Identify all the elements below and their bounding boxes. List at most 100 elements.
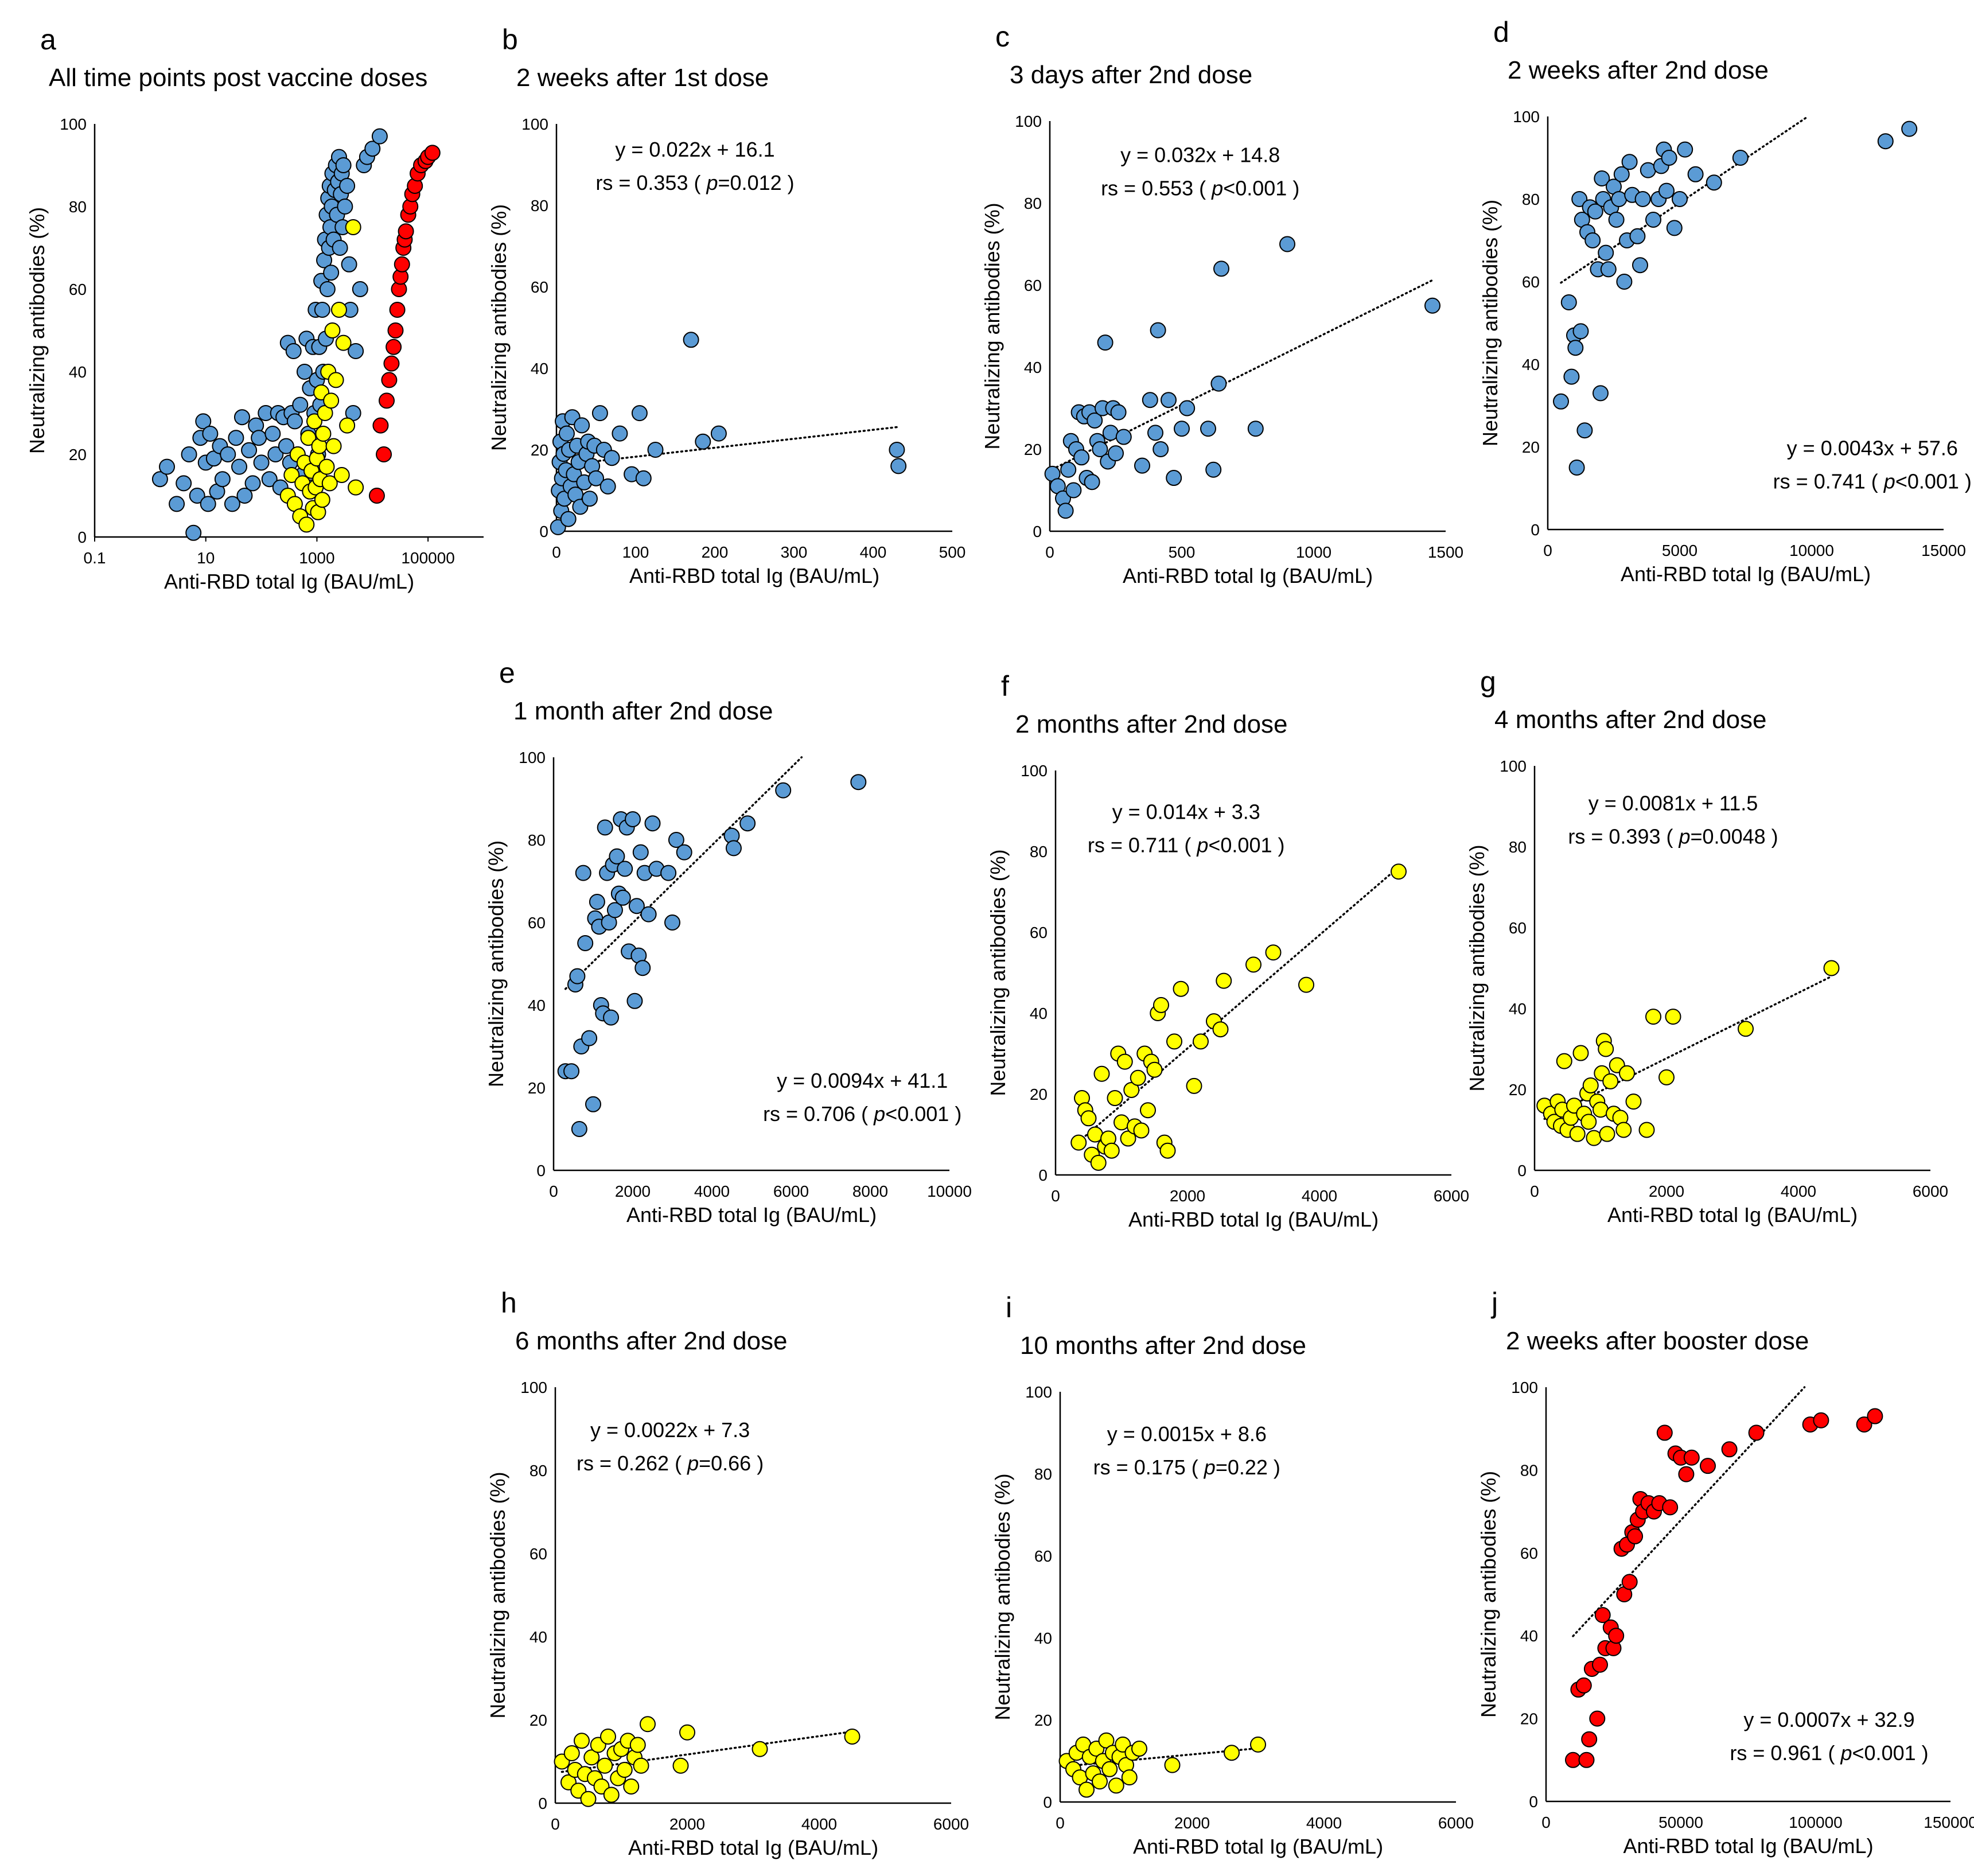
data-point <box>348 343 364 359</box>
data-point <box>683 332 699 348</box>
x-tick-label: 4000 <box>1302 1187 1337 1205</box>
rs-value: rs = 0.711 ( <box>1088 834 1197 857</box>
data-point <box>1107 1090 1123 1107</box>
data-point <box>1140 1102 1156 1119</box>
data-point <box>1594 1607 1611 1624</box>
data-point <box>1661 150 1677 166</box>
data-point <box>600 1729 616 1745</box>
data-point <box>341 256 357 273</box>
data-point <box>1121 1769 1138 1786</box>
data-point <box>1265 944 1282 961</box>
data-point <box>298 516 315 533</box>
data-point <box>597 1757 613 1774</box>
data-point <box>1586 1130 1602 1146</box>
data-point <box>236 488 253 504</box>
y-tick-label: 80 <box>1509 838 1527 856</box>
x-tick-label: 1000 <box>299 549 334 567</box>
x-tick-label: 6000 <box>1434 1187 1469 1205</box>
data-point <box>1250 1736 1266 1753</box>
x-tick-label: 4000 <box>1781 1182 1816 1200</box>
y-tick-label: 40 <box>531 360 548 377</box>
data-point <box>368 488 385 504</box>
data-point <box>185 524 202 541</box>
data-point <box>1576 422 1593 439</box>
y-tick-label: 40 <box>529 1628 547 1646</box>
y-tick-label: 100 <box>1021 762 1048 780</box>
data-point <box>1092 1773 1108 1790</box>
y-tick-label: 0 <box>1531 521 1540 539</box>
correlation-stat: rs = 0.353 ( p=0.012 ) <box>595 171 794 194</box>
panel-h: h 6 months after 2nd dose 0 20 40 60 80 100 0 200… <box>486 1287 969 1859</box>
data-point <box>1683 1449 1700 1466</box>
panel-label: b <box>502 24 518 56</box>
data-point <box>1210 375 1227 392</box>
data-point <box>597 819 613 836</box>
data-point <box>1567 340 1584 356</box>
data-point <box>628 898 645 914</box>
x-axis-label: Anti-RBD total Ig (BAU/mL) <box>1607 1203 1858 1227</box>
x-tick-label: 6000 <box>1913 1182 1948 1200</box>
rs-value: rs = 0.553 ( <box>1101 177 1212 200</box>
x-tick-label: 8000 <box>852 1182 888 1200</box>
y-tick-label: 20 <box>529 1711 547 1729</box>
data-point <box>214 471 231 488</box>
data-point <box>1173 980 1189 997</box>
data-point <box>296 364 313 380</box>
data-point <box>1179 400 1196 417</box>
data-point <box>1627 1528 1644 1544</box>
regression-equation: y = 0.0015x + 8.6 <box>1107 1422 1267 1446</box>
data-point <box>314 492 330 508</box>
data-point <box>306 413 322 430</box>
data-point <box>1665 1009 1681 1025</box>
data-point <box>1592 1656 1608 1673</box>
y-tick-label: 100 <box>519 749 546 766</box>
y-axis-label: Neutralizing antibodies (%) <box>487 204 511 451</box>
data-point <box>1134 457 1150 474</box>
chart-title: 4 months after 2nd dose <box>1494 706 1767 734</box>
data-point <box>1123 1081 1140 1098</box>
data-point <box>1147 425 1163 441</box>
data-point <box>606 902 623 918</box>
x-axis-label: Anti-RBD total Ig (BAU/mL) <box>1621 562 1871 586</box>
y-axis-label: Neutralizing antibodies (%) <box>1478 200 1502 446</box>
x-tick-label: 4000 <box>801 1815 837 1833</box>
y-axis-label: Neutralizing antibodies (%) <box>980 203 1004 449</box>
data-point <box>220 446 236 462</box>
data-point <box>1619 1065 1635 1081</box>
data-point <box>1587 203 1603 220</box>
y-tick-label: 40 <box>1522 356 1540 373</box>
data-point <box>1200 421 1216 437</box>
y-tick-label: 0 <box>77 528 87 546</box>
p-value: <0.001 ) <box>1852 1741 1929 1765</box>
data-point <box>1553 393 1569 410</box>
regression-equation: y = 0.022x + 16.1 <box>615 138 774 161</box>
regression-equation: y = 0.032x + 14.8 <box>1120 143 1280 167</box>
data-point <box>1632 257 1648 274</box>
y-tick-label: 100 <box>60 115 87 133</box>
y-axis-label: Neutralizing antibodies (%) <box>1477 1471 1500 1718</box>
data-point <box>1611 191 1628 207</box>
y-tick-label: 40 <box>1024 359 1042 376</box>
data-point <box>1666 220 1683 236</box>
data-point <box>591 405 608 422</box>
p-label: p <box>1211 177 1223 200</box>
data-point <box>633 1757 649 1774</box>
data-point <box>323 264 340 281</box>
data-point <box>1571 191 1588 207</box>
data-point <box>1877 133 1894 150</box>
panel-b: b 2 weeks after 1st dose 0 20 40 60 80 100 0 100 2… <box>487 24 965 587</box>
data-point <box>1150 322 1166 338</box>
data-point <box>695 433 711 450</box>
x-tick-label: 0 <box>1541 1813 1551 1831</box>
data-point <box>725 840 742 857</box>
x-tick-label: 2000 <box>1174 1814 1210 1832</box>
regression-equation: y = 0.0043x + 57.6 <box>1787 436 1958 460</box>
x-tick-label: 10000 <box>927 1182 972 1200</box>
y-tick-label: 20 <box>1024 441 1042 458</box>
p-value: =0.0048 ) <box>1691 825 1778 849</box>
x-tick-label: 2000 <box>1170 1187 1205 1205</box>
data-point <box>1600 261 1617 278</box>
y-tick-label: 0 <box>536 1162 546 1180</box>
x-tick-label: 4000 <box>694 1182 730 1200</box>
